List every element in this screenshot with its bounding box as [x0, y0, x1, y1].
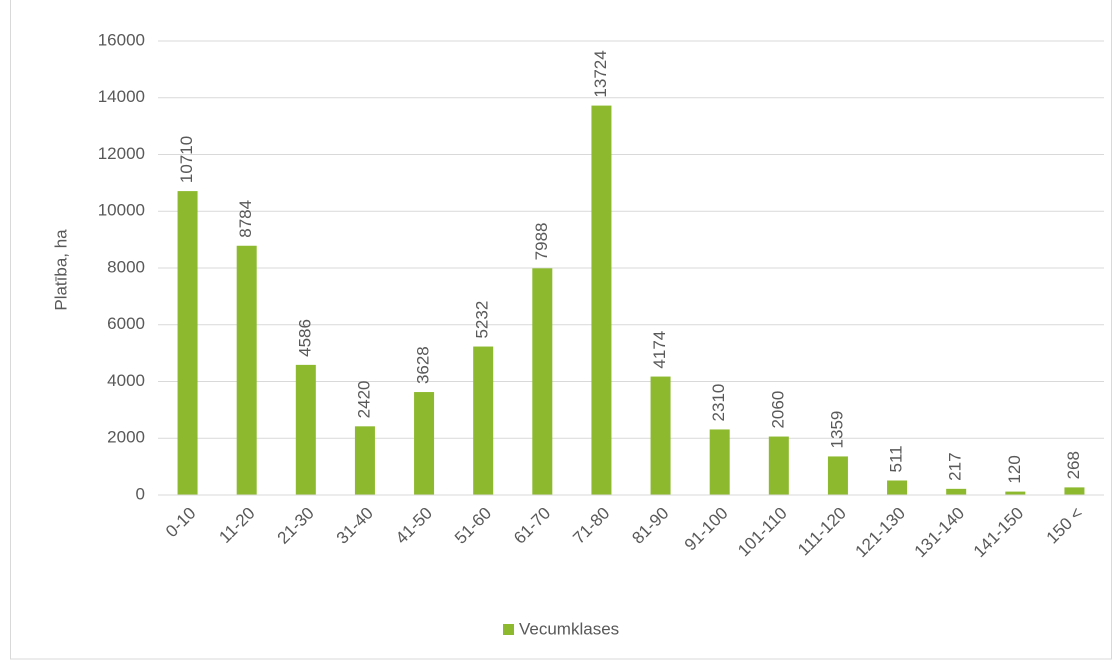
x-tick-label: 81-90 — [628, 504, 672, 548]
data-label: 7988 — [532, 223, 551, 261]
bar — [414, 392, 435, 495]
bar — [591, 105, 612, 496]
data-label: 1359 — [827, 411, 846, 449]
y-tick-label: 16000 — [98, 30, 145, 49]
data-label: 2060 — [768, 391, 787, 429]
bar — [650, 376, 671, 495]
x-tick-label: 71-80 — [569, 504, 613, 548]
bar — [946, 488, 967, 495]
data-label: 4174 — [650, 331, 669, 369]
legend-swatch — [503, 624, 514, 635]
bar — [532, 268, 553, 495]
x-tick-label: 0-10 — [162, 504, 199, 541]
x-tick-label: 41-50 — [392, 504, 436, 548]
data-label: 217 — [946, 452, 965, 480]
y-tick-label: 14000 — [98, 87, 145, 106]
data-label: 5232 — [473, 301, 492, 339]
bar — [473, 346, 494, 495]
bar — [709, 429, 730, 495]
x-tick-label: 121-130 — [852, 504, 910, 562]
y-tick-label: 8000 — [107, 257, 145, 276]
y-tick-label: 6000 — [107, 314, 145, 333]
chart-border — [10, 0, 1112, 660]
x-tick-label: 31-40 — [333, 504, 377, 548]
data-label: 120 — [1005, 455, 1024, 483]
x-tick-label: 91-100 — [681, 504, 732, 555]
x-tick-label: 150 < — [1043, 504, 1087, 548]
x-tick-label: 21-30 — [274, 504, 318, 548]
x-tick-label: 141-150 — [970, 504, 1028, 562]
bar — [354, 426, 375, 495]
data-label: 2310 — [709, 384, 728, 422]
bar — [236, 245, 257, 495]
bar — [1064, 487, 1085, 495]
x-tick-label: 111-120 — [794, 504, 850, 560]
bar — [295, 364, 316, 495]
y-tick-label: 0 — [136, 484, 145, 503]
data-label: 2420 — [354, 381, 373, 419]
y-tick-label: 2000 — [107, 428, 145, 447]
bar — [887, 480, 908, 495]
legend-label: Vecumklases — [519, 619, 619, 638]
y-axis-label: Platība, ha — [51, 229, 70, 311]
x-tick-label: 131-140 — [911, 504, 969, 562]
x-tick-label: 11-20 — [215, 504, 258, 547]
bar — [1005, 491, 1026, 495]
data-label: 4586 — [295, 319, 314, 357]
data-label: 511 — [887, 445, 906, 472]
x-tick-label: 101-110 — [734, 504, 791, 561]
y-tick-label: 4000 — [107, 371, 145, 390]
data-label: 10710 — [177, 136, 196, 183]
data-label: 268 — [1064, 451, 1083, 479]
bar — [177, 191, 198, 495]
data-label: 13724 — [591, 50, 610, 97]
bar — [827, 456, 848, 495]
x-tick-label: 51-60 — [451, 504, 495, 548]
data-label: 3628 — [414, 346, 433, 384]
y-tick-label: 12000 — [98, 144, 145, 163]
bar — [768, 436, 789, 495]
x-tick-label: 61-70 — [510, 504, 554, 548]
data-label: 8784 — [236, 200, 255, 238]
y-tick-label: 10000 — [98, 201, 145, 220]
